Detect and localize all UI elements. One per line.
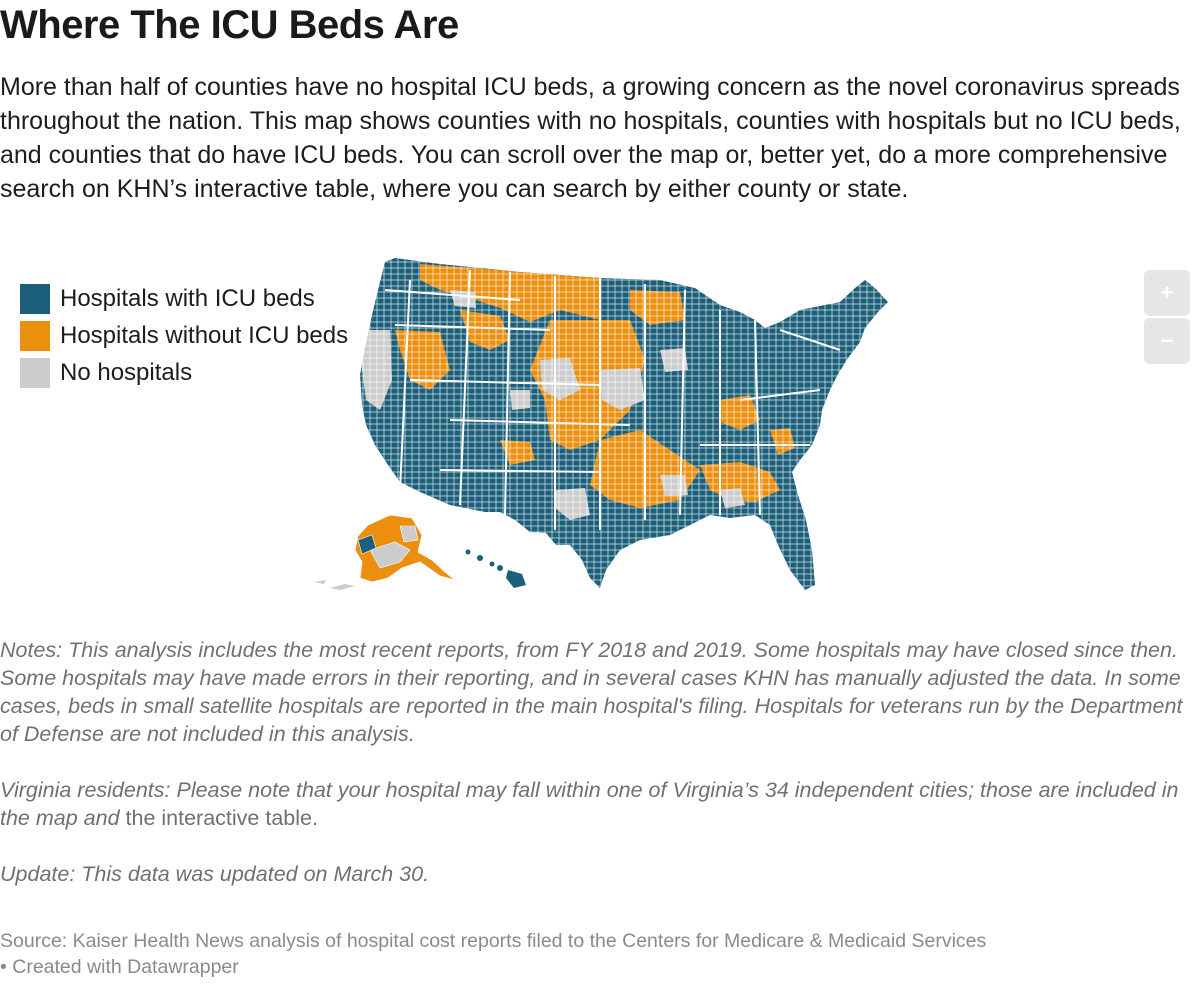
virginia-note: Virginia residents: Please note that you… xyxy=(0,776,1200,832)
credit-line: • Created with Datawrapper xyxy=(0,956,239,978)
page-title: Where The ICU Beds Are xyxy=(0,3,459,47)
notes-paragraph: Notes: This analysis includes the most r… xyxy=(0,638,1183,746)
legend-swatch-icu xyxy=(20,283,50,314)
legend-label-no-icu: Hospitals without ICU beds xyxy=(60,321,349,349)
legend-swatch-no-hospitals xyxy=(20,357,50,388)
legend-swatch-no-icu xyxy=(20,320,50,351)
zoom-out-button[interactable]: − xyxy=(1144,318,1190,364)
hawaii-shape[interactable] xyxy=(465,549,527,589)
legend-label-no-hospitals: No hospitals xyxy=(60,358,193,386)
legend-label-icu: Hospitals with ICU beds xyxy=(60,284,315,312)
source-line: Source: Kaiser Health News analysis of h… xyxy=(0,930,987,952)
source-footer: Source: Kaiser Health News analysis of h… xyxy=(0,928,1200,980)
legend-item-no-icu: Hospitals without ICU beds xyxy=(20,317,348,354)
update-note: Update: This data was updated on March 3… xyxy=(0,862,430,886)
legend-item-no-hospitals: No hospitals xyxy=(20,354,348,391)
intro-text: More than half of counties have no hospi… xyxy=(0,73,1181,203)
us-county-map[interactable] xyxy=(300,250,920,610)
virginia-note-plain: the interactive table. xyxy=(125,806,318,830)
zoom-in-button[interactable]: + xyxy=(1144,270,1190,316)
legend-item-icu: Hospitals with ICU beds xyxy=(20,280,348,317)
notes-section: Notes: This analysis includes the most r… xyxy=(0,636,1200,916)
virginia-note-italic: Virginia residents: Please note that you… xyxy=(0,778,1179,830)
map-legend: Hospitals with ICU beds Hospitals withou… xyxy=(20,280,348,391)
